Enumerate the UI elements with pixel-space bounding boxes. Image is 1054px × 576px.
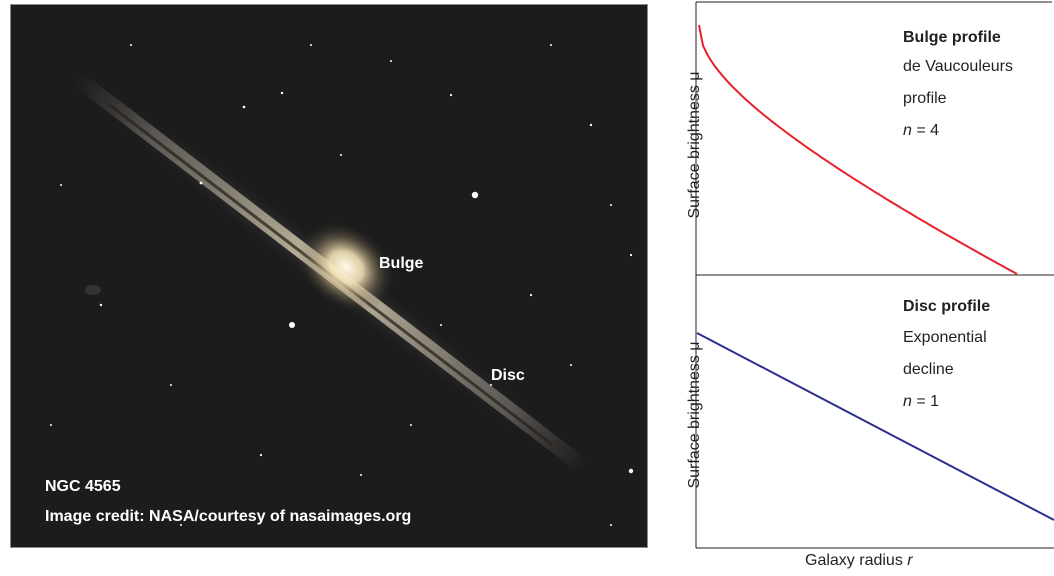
disc-profile-line1: Exponential: [903, 329, 987, 346]
bulge-sersic-index: n = 4: [903, 122, 940, 139]
bulge-label: Bulge: [379, 255, 424, 272]
disc-y-axis-label: Surface brightness μ: [686, 341, 703, 489]
bulge-profile-title: Bulge profile: [903, 29, 1001, 46]
disc-profile-line2: decline: [903, 361, 954, 378]
bulge-curve: [698, 24, 1018, 275]
x-axis-label: Galaxy radius r: [805, 552, 913, 569]
object-name: NGC 4565: [45, 478, 121, 495]
disc-label: Disc: [491, 367, 525, 384]
galaxy-image: [11, 5, 647, 547]
disc-sersic-index: n = 1: [903, 393, 940, 410]
image-credit: Image credit: NASA/courtesy of nasaimage…: [45, 508, 412, 525]
disc-curve: [696, 332, 1054, 521]
bulge-profile-line2: profile: [903, 90, 947, 107]
bulge-profile-line1: de Vaucouleurs: [903, 58, 1013, 75]
bulge-y-axis-label: Surface brightness μ: [686, 71, 703, 219]
disc-profile-title: Disc profile: [903, 298, 991, 315]
galaxy-photo: Bulge Disc NGC 4565 Image credit: NASA/c…: [10, 4, 648, 548]
